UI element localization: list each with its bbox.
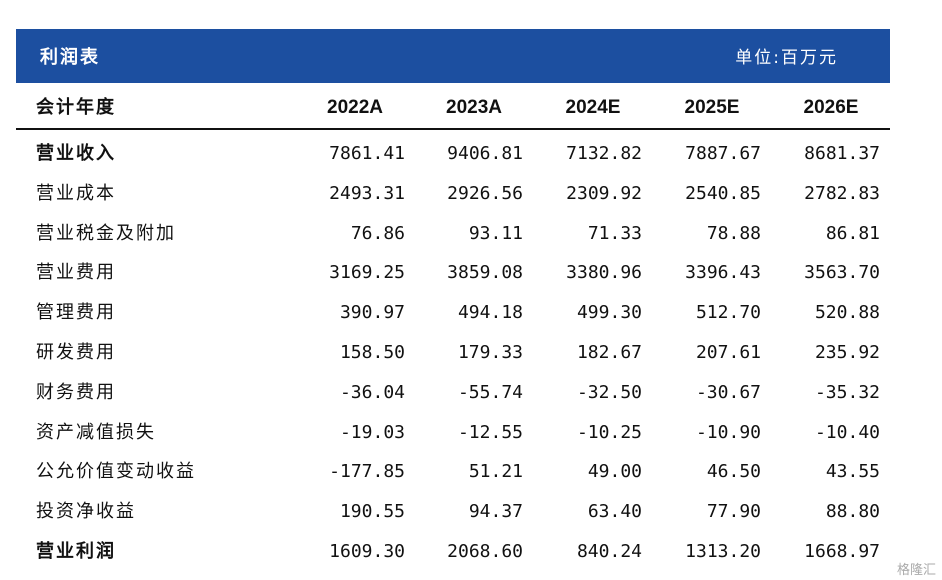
value-cell: 3380.96 — [566, 262, 642, 284]
value-cell: -10.40 — [814, 421, 880, 443]
value-cell: 49.00 — [587, 461, 642, 483]
value-cell: 2782.83 — [804, 182, 880, 204]
value-cell: 78.88 — [706, 222, 761, 244]
table-row: 投资净收益 190.55 94.37 63.40 77.90 88.80 — [16, 492, 890, 531]
value-cell: 235.92 — [814, 342, 880, 363]
value-cell: 51.21 — [468, 461, 523, 483]
value-cell: -35.32 — [814, 381, 880, 403]
unit-label: 单位:百万元 — [735, 48, 838, 68]
value-cell: 8681.37 — [804, 143, 880, 164]
value-cell: 7132.82 — [566, 143, 642, 164]
value-cell: 2309.92 — [566, 182, 642, 204]
value-cell: 2926.56 — [447, 182, 523, 204]
watermark-logo: 格隆汇 — [896, 563, 936, 578]
table-row: 营业收入 7861.41 9406.81 7132.82 7887.67 8681.37 — [16, 134, 890, 173]
value-cell: 1668.97 — [804, 541, 880, 562]
value-cell: -19.03 — [339, 421, 405, 443]
value-cell: 520.88 — [814, 302, 880, 324]
table-row: 营业利润 1609.30 2068.60 840.24 1313.20 1668.97 — [16, 532, 890, 571]
value-cell: -177.85 — [329, 461, 405, 483]
value-cell: 77.90 — [706, 501, 761, 523]
value-cell: 76.86 — [350, 222, 405, 244]
value-cell: 7861.41 — [329, 143, 405, 164]
row-label: 营业成本 — [36, 182, 116, 204]
value-cell: 3396.43 — [685, 262, 761, 284]
value-cell: -30.67 — [695, 381, 761, 403]
value-cell: 1313.20 — [685, 541, 761, 562]
table-row: 公允价值变动收益 -177.85 51.21 49.00 46.50 43.55 — [16, 452, 890, 491]
row-label: 资产减值损失 — [36, 421, 156, 443]
value-cell: -12.55 — [457, 421, 523, 443]
value-cell: 63.40 — [587, 501, 642, 523]
value-cell: 390.97 — [339, 302, 405, 324]
row-label: 投资净收益 — [36, 501, 136, 523]
value-cell: 840.24 — [576, 541, 642, 562]
value-cell: 3169.25 — [329, 262, 405, 284]
table-row: 营业费用 3169.25 3859.08 3380.96 3396.43 3563.70 — [16, 253, 890, 292]
table-title-bar: 利润表 单位:百万元 — [16, 29, 890, 83]
row-label: 营业税金及附加 — [36, 222, 176, 244]
column-header-row: 会计年度 2022A 2023A 2024E 2025E 2026E — [16, 83, 890, 130]
value-cell: 512.70 — [695, 302, 761, 324]
column-header-year: 2026E — [803, 97, 859, 118]
row-label: 研发费用 — [36, 342, 116, 363]
value-cell: -10.25 — [576, 421, 642, 443]
value-cell: -55.74 — [457, 381, 523, 403]
table-row: 资产减值损失 -19.03 -12.55 -10.25 -10.90 -10.40 — [16, 413, 890, 452]
row-label: 财务费用 — [36, 381, 116, 403]
column-header-year: 2023A — [446, 97, 502, 118]
value-cell: 158.50 — [339, 342, 405, 363]
table-row: 营业成本 2493.31 2926.56 2309.92 2540.85 2782.83 — [16, 174, 890, 213]
column-header-year: 2024E — [565, 97, 621, 118]
value-cell: 86.81 — [825, 222, 880, 244]
value-cell: 3859.08 — [447, 262, 523, 284]
value-cell: 499.30 — [576, 302, 642, 324]
value-cell: 46.50 — [706, 461, 761, 483]
value-cell: 1609.30 — [329, 541, 405, 562]
value-cell: 7887.67 — [685, 143, 761, 164]
row-label: 营业利润 — [36, 541, 116, 562]
row-label: 公允价值变动收益 — [36, 461, 196, 483]
row-label: 管理费用 — [36, 302, 116, 324]
value-cell: 2068.60 — [447, 541, 523, 562]
table-title: 利润表 — [40, 47, 100, 68]
value-cell: 207.61 — [695, 342, 761, 363]
value-cell: 9406.81 — [447, 143, 523, 164]
value-cell: -36.04 — [339, 381, 405, 403]
column-header-year: 2025E — [684, 97, 740, 118]
row-label: 营业收入 — [36, 143, 116, 164]
value-cell: 93.11 — [468, 222, 523, 244]
value-cell: 179.33 — [457, 342, 523, 363]
value-cell: 71.33 — [587, 222, 642, 244]
column-header-label: 会计年度 — [36, 97, 116, 118]
table-row: 研发费用 158.50 179.33 182.67 207.61 235.92 — [16, 333, 890, 372]
table-row: 营业税金及附加 76.86 93.11 71.33 78.88 86.81 — [16, 214, 890, 253]
table-row: 财务费用 -36.04 -55.74 -32.50 -30.67 -35.32 — [16, 373, 890, 412]
value-cell: 43.55 — [825, 461, 880, 483]
value-cell: 190.55 — [339, 501, 405, 523]
value-cell: 182.67 — [576, 342, 642, 363]
value-cell: 94.37 — [468, 501, 523, 523]
value-cell: 2493.31 — [329, 182, 405, 204]
value-cell: 88.80 — [825, 501, 880, 523]
value-cell: -10.90 — [695, 421, 761, 443]
column-header-year: 2022A — [327, 97, 383, 118]
value-cell: -32.50 — [576, 381, 642, 403]
value-cell: 3563.70 — [804, 262, 880, 284]
value-cell: 494.18 — [457, 302, 523, 324]
value-cell: 2540.85 — [685, 182, 761, 204]
table-row: 管理费用 390.97 494.18 499.30 512.70 520.88 — [16, 293, 890, 332]
row-label: 营业费用 — [36, 262, 116, 284]
